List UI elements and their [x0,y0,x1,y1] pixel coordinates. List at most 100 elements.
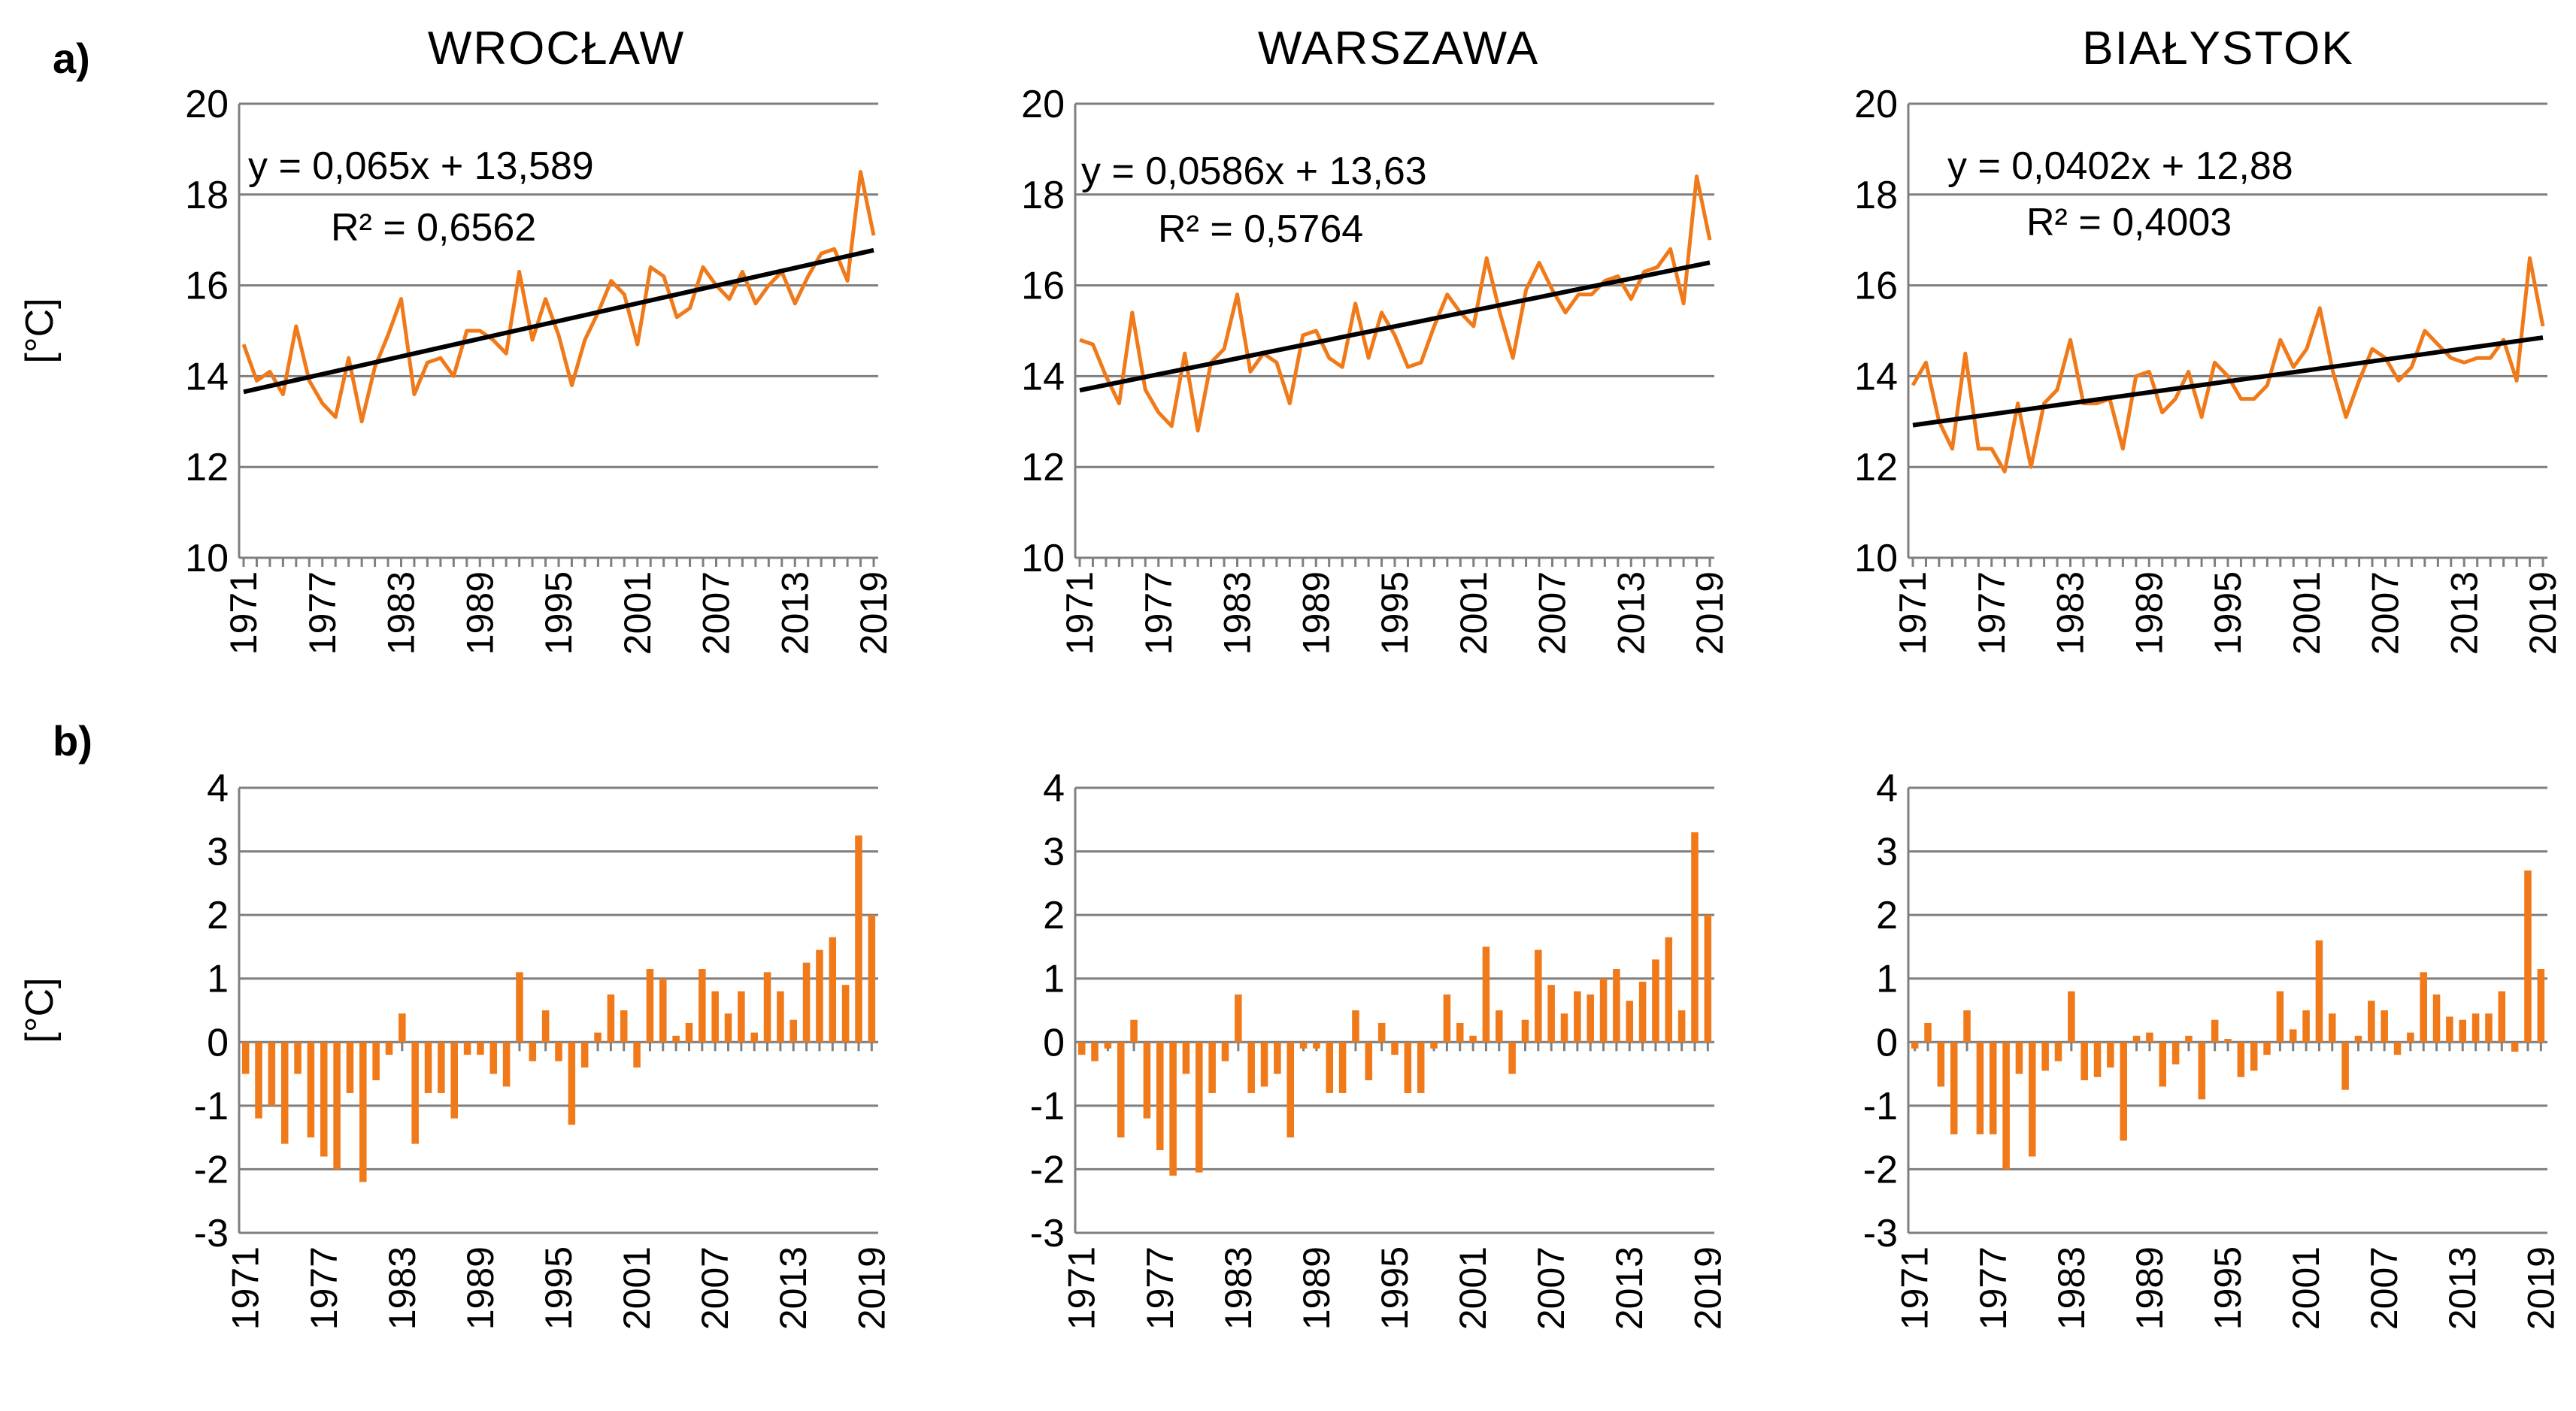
r-squared-label: R² = 0,5764 [1158,207,1363,251]
data-point [242,343,245,346]
x-tick-label: 1983 [2050,571,2092,655]
data-point [1964,352,1967,355]
data-point [2069,338,2072,341]
data-point [2147,370,2150,373]
anomaly-bar [1182,1042,1190,1074]
anomaly-bar [1286,1042,1294,1138]
trend-line [243,247,874,395]
data-point [1249,370,1252,373]
anomaly-bar [659,978,667,1043]
anomaly-bar [463,1042,471,1055]
data-point [649,265,652,268]
anomaly-bar [672,1035,680,1043]
y-tick-label: 10 [1021,537,1065,580]
anomaly-bar [1937,1042,1945,1087]
data-point [1302,334,1305,337]
x-tick-label: 1983 [1217,1246,1259,1330]
data-point [255,379,258,382]
data-point [1196,429,1199,432]
data-point [872,234,875,237]
anomaly-bar [2093,1042,2102,1077]
x-tick-label: 1989 [459,571,501,655]
x-tick-label: 1989 [2128,571,2170,655]
data-point [2529,256,2532,259]
data-point [1977,447,1980,450]
x-tick-label: 1971 [1894,1246,1936,1330]
x-tick-label: 1977 [1971,571,2013,655]
anomaly-bar [1235,994,1242,1043]
data-point [465,329,468,332]
trend-line [1912,335,2544,428]
data-point [2135,374,2138,377]
data-point [531,338,534,341]
data-point [2344,416,2347,419]
temperature-series-line [1079,174,1712,433]
anomaly-bar [1482,946,1490,1043]
anomaly-bar [1091,1042,1099,1061]
y-tick-label: 12 [1854,446,1898,489]
data-point [2226,374,2229,377]
y-axis-label: [°C] [18,298,62,363]
data-point [478,329,481,332]
data-point [347,356,350,359]
data-point [1432,325,1435,328]
anomaly-bar [2459,1019,2467,1043]
anomaly-bar [516,972,523,1043]
y-tick-label: 14 [185,355,229,398]
anomaly-bar [2132,1035,2141,1043]
anomaly-bar [2381,1010,2388,1043]
anomaly-bar [2211,1019,2219,1043]
x-tick-label: 2019 [1687,1246,1729,1330]
x-tick-label: 1983 [381,1246,423,1330]
anomaly-bar [750,1032,758,1043]
data-point [636,343,639,346]
data-point [728,298,731,301]
y-tick-label: -3 [1030,1212,1065,1255]
y-tick-label: 16 [185,265,229,308]
data-point [2332,370,2335,373]
anomaly-bar [1677,1010,1686,1043]
x-tick-label: 1983 [380,571,423,655]
x-tick-label: 2007 [1532,571,1574,655]
y-tick-label: 16 [1021,265,1065,308]
data-point [1511,356,1514,359]
trend-equation: y = 0,0402x + 12,88 [1947,144,2293,188]
anomaly-bar [2302,1010,2310,1043]
x-tick-label: 2001 [1453,571,1495,655]
data-point [846,280,849,283]
anomaly-bar [307,1042,315,1138]
line-chart-bialystok: BIAŁYSTOK 10 12 14 16 18 20 1971 1977 1983 1989 199… [1854,23,2564,655]
x-tick-label: 2007 [696,571,738,655]
x-tick-label: 1971 [225,1246,267,1330]
anomaly-bar [1077,1042,1086,1055]
data-point [557,334,560,337]
data-point [1314,329,1317,332]
anomaly-bar [1560,1013,1568,1043]
x-tick-label: 1995 [2207,571,2249,655]
data-point [1696,175,1699,178]
panel-label-a: a) [53,35,90,82]
anomaly-bar [268,1042,276,1106]
x-tick-label: 1989 [1295,571,1337,655]
y-tick-label: 0 [1876,1021,1898,1064]
data-point [1105,374,1108,377]
data-point [662,275,665,278]
data-point [321,402,324,405]
anomaly-bar [2432,994,2441,1043]
x-tick-label: 1971 [1892,571,1934,655]
anomaly-bar [1638,981,1647,1043]
data-point [2161,411,2164,414]
anomaly-bar [1976,1042,1984,1134]
anomaly-bar [1338,1042,1347,1093]
bar-chart-wroclaw: -3 -2 -1 0 1 2 3 4 [°C] 1971 1977 1983 1989 1995 2001 2… [18,767,893,1330]
anomaly-bar [2276,991,2284,1043]
data-point [2541,325,2544,328]
anomaly-bar [1313,1042,1320,1049]
data-point [1538,261,1541,264]
data-point [1911,383,1914,386]
anomaly-bar [1547,985,1555,1043]
y-tick-label: 3 [1876,831,1898,874]
data-point [1183,352,1186,355]
anomaly-bar [1599,978,1608,1043]
data-point [1223,347,1226,350]
